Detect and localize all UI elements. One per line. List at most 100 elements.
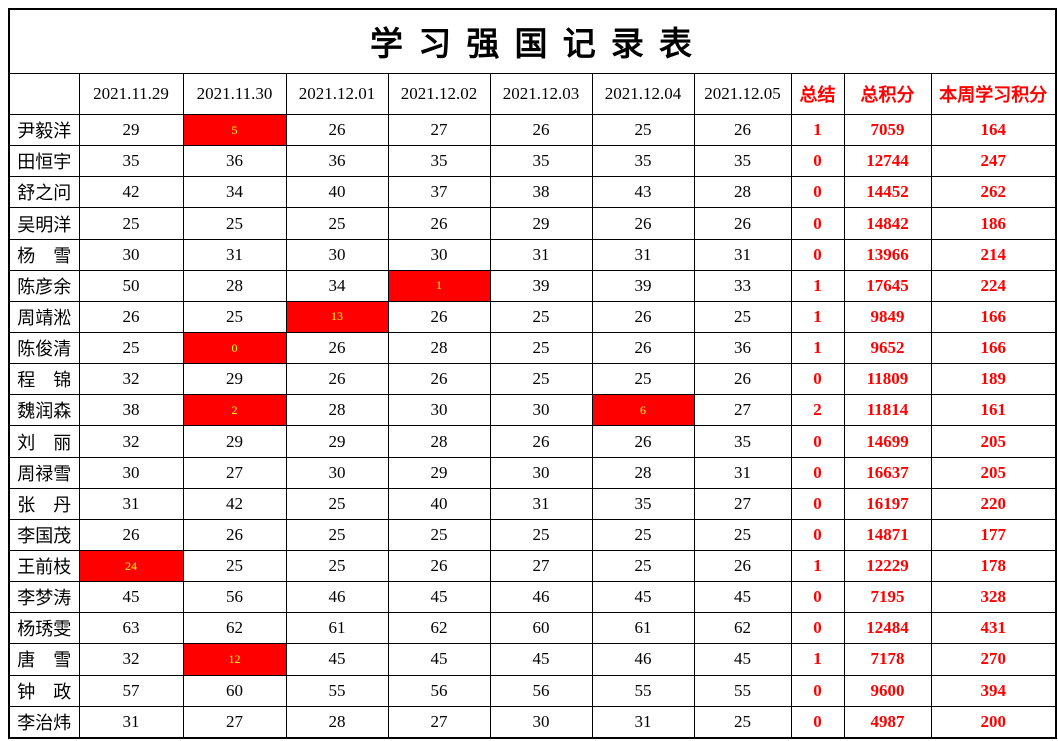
- total-points-cell: 14699: [843, 425, 932, 458]
- week-points-cell: 214: [930, 238, 1057, 271]
- score-cell: 35: [693, 145, 792, 178]
- date-header: 2021.11.30: [182, 72, 287, 116]
- week-points-cell: 166: [930, 300, 1057, 334]
- date-header: 2021.12.05: [693, 72, 792, 116]
- score-cell: 26: [285, 363, 389, 396]
- corner-cell: [8, 72, 80, 116]
- score-cell: 36: [285, 145, 389, 178]
- summary-cell: 2: [790, 394, 845, 427]
- week-points-cell: 394: [930, 674, 1057, 707]
- score-cell: 45: [693, 643, 792, 676]
- summary-cell: 0: [790, 581, 845, 614]
- score-cell: 25: [182, 207, 287, 240]
- student-name: 陈彦余: [8, 269, 80, 302]
- summary-cell: 1: [790, 300, 845, 334]
- student-name: 李国茂: [8, 518, 80, 552]
- score-cell: 46: [285, 581, 389, 614]
- student-name: 杨琇雯: [8, 612, 80, 645]
- score-cell: 30: [387, 238, 491, 271]
- score-cell: 62: [693, 612, 792, 645]
- highlighted-score-cell: 24: [78, 549, 184, 583]
- score-cell: 32: [78, 425, 184, 458]
- score-cell: 36: [182, 145, 287, 178]
- score-cell: 42: [78, 176, 184, 209]
- week-points-cell: 262: [930, 176, 1057, 209]
- student-name: 陈俊清: [8, 332, 80, 365]
- date-header: 2021.12.04: [591, 72, 695, 116]
- student-name: 尹毅洋: [8, 114, 80, 147]
- table-row: 魏润森 38 2 28 30 30 6 27 2 11814 161: [8, 394, 1057, 427]
- score-cell: 30: [78, 456, 184, 489]
- week-points-cell: 328: [930, 581, 1057, 614]
- score-cell: 30: [387, 394, 491, 427]
- highlighted-score-cell: 5: [182, 114, 287, 147]
- score-cell: 45: [693, 581, 792, 614]
- student-name: 田恒宇: [8, 145, 80, 178]
- score-cell: 30: [489, 456, 593, 489]
- student-name: 李治炜: [8, 705, 80, 739]
- header-row: 2021.11.29 2021.11.30 2021.12.01 2021.12.02…: [8, 72, 1057, 116]
- score-cell: 50: [78, 269, 184, 302]
- table-row: 李梦涛 45 56 46 45 46 45 45 0 7195 328: [8, 581, 1057, 614]
- score-cell: 27: [182, 705, 287, 739]
- score-cell: 45: [489, 643, 593, 676]
- score-cell: 29: [387, 456, 491, 489]
- table-row: 刘 丽 32 29 29 28 26 26 35 0 14699 205: [8, 425, 1057, 458]
- week-points-cell: 220: [930, 487, 1057, 520]
- total-points-cell: 14871: [843, 518, 932, 552]
- week-points-cell: 186: [930, 207, 1057, 240]
- score-cell: 25: [693, 518, 792, 552]
- score-cell: 25: [182, 300, 287, 334]
- summary-cell: 1: [790, 643, 845, 676]
- summary-cell: 1: [790, 114, 845, 147]
- highlighted-score-cell: 13: [285, 300, 389, 334]
- table-title: 学 习 强 国 记 录 表: [8, 8, 1057, 74]
- score-cell: 29: [489, 207, 593, 240]
- score-cell: 30: [285, 238, 389, 271]
- score-cell: 27: [693, 487, 792, 520]
- score-cell: 40: [285, 176, 389, 209]
- score-cell: 35: [78, 145, 184, 178]
- score-cell: 25: [285, 518, 389, 552]
- date-header: 2021.11.29: [78, 72, 184, 116]
- total-points-cell: 12229: [843, 549, 932, 583]
- score-cell: 25: [489, 363, 593, 396]
- highlighted-score-cell: 6: [591, 394, 695, 427]
- table-row: 杨琇雯 63 62 61 62 60 61 62 0 12484 431: [8, 612, 1057, 645]
- week-points-cell: 205: [930, 425, 1057, 458]
- score-cell: 36: [693, 332, 792, 365]
- table-row: 尹毅洋 29 5 26 27 26 25 26 1 7059 164: [8, 114, 1057, 147]
- date-header: 2021.12.03: [489, 72, 593, 116]
- score-cell: 45: [387, 643, 491, 676]
- score-cell: 26: [387, 207, 491, 240]
- score-cell: 56: [489, 674, 593, 707]
- score-cell: 39: [489, 269, 593, 302]
- score-cell: 45: [387, 581, 491, 614]
- score-cell: 37: [387, 176, 491, 209]
- score-cell: 29: [78, 114, 184, 147]
- summary-cell: 0: [790, 238, 845, 271]
- total-points-cell: 12744: [843, 145, 932, 178]
- summary-cell: 0: [790, 456, 845, 489]
- score-cell: 26: [387, 549, 491, 583]
- table-row: 周靖淞 26 25 13 26 25 26 25 1 9849 166: [8, 300, 1057, 334]
- score-cell: 26: [693, 549, 792, 583]
- week-points-cell: 200: [930, 705, 1057, 739]
- study-record-table: 学 习 强 国 记 录 表 2021.11.29 2021.11.30 2021.1…: [8, 8, 1058, 739]
- score-cell: 27: [387, 114, 491, 147]
- summary-cell: 1: [790, 549, 845, 583]
- student-name: 周靖淞: [8, 300, 80, 334]
- score-cell: 26: [285, 114, 389, 147]
- score-cell: 25: [285, 487, 389, 520]
- score-cell: 27: [182, 456, 287, 489]
- total-points-cell: 11814: [843, 394, 932, 427]
- week-points-cell: 224: [930, 269, 1057, 302]
- score-cell: 31: [182, 238, 287, 271]
- score-cell: 57: [78, 674, 184, 707]
- score-cell: 26: [387, 363, 491, 396]
- score-cell: 31: [591, 705, 695, 739]
- score-cell: 45: [285, 643, 389, 676]
- score-cell: 28: [285, 394, 389, 427]
- summary-cell: 0: [790, 612, 845, 645]
- score-cell: 25: [285, 207, 389, 240]
